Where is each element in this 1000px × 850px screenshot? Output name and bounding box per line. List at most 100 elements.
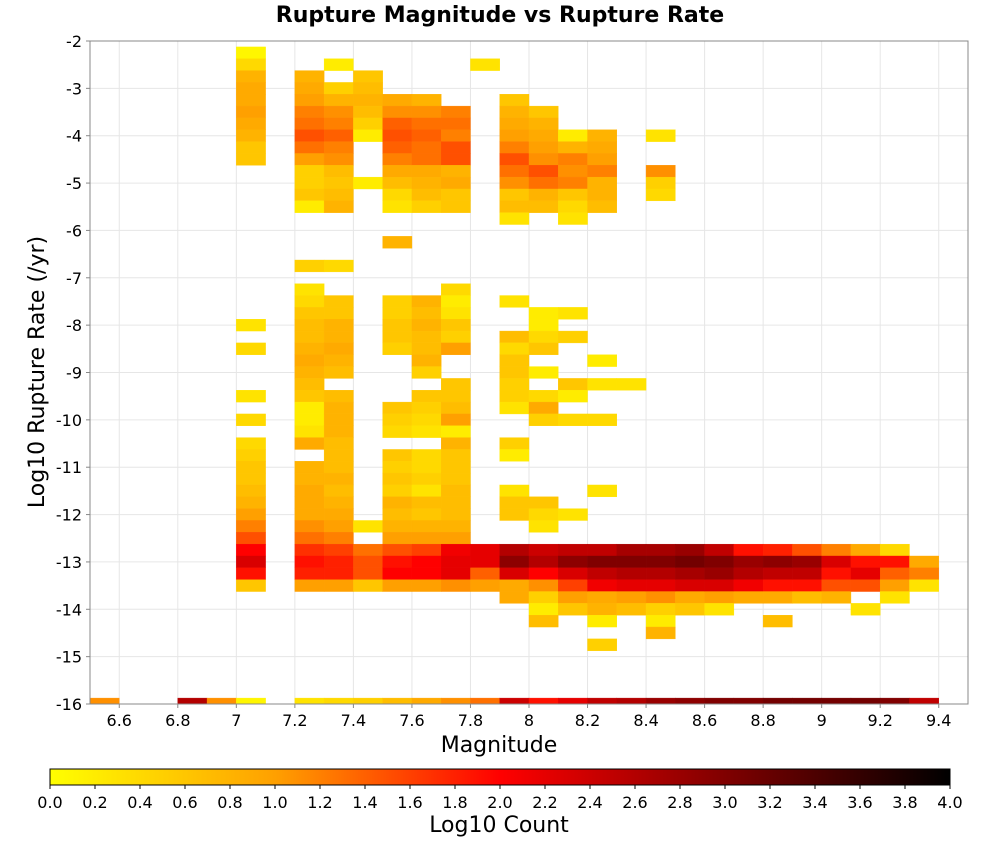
heatmap-cell (294, 129, 325, 142)
heatmap-cell (499, 94, 530, 107)
heatmap-cell (353, 129, 383, 142)
heatmap-cell (821, 543, 852, 557)
heatmap-cell (616, 697, 647, 705)
heatmap-cell (353, 579, 383, 592)
heatmap-cell (792, 555, 822, 569)
heatmap-cell (177, 697, 208, 705)
heatmap-cell (382, 508, 413, 521)
heatmap-cell (441, 461, 471, 474)
heatmap-cell (528, 567, 559, 580)
heatmap-cell (762, 567, 793, 580)
heatmap-cell (294, 259, 325, 273)
heatmap-cell (236, 342, 266, 355)
heatmap-cell (558, 165, 588, 178)
heatmap-cell (411, 401, 442, 415)
x-tick-label: 6.8 (165, 711, 190, 730)
heatmap-cell (294, 697, 325, 705)
x-tick-label: 7.6 (399, 711, 424, 730)
heatmap-cell (470, 555, 500, 569)
heatmap-cell (411, 472, 442, 486)
heatmap-cell (323, 319, 354, 332)
y-tick-label: -13 (56, 553, 82, 572)
heatmap-cell (528, 366, 559, 379)
heatmap-cell (441, 342, 471, 355)
heatmap-cell (353, 520, 383, 533)
heatmap-cell (616, 378, 647, 391)
heatmap-cell (733, 591, 764, 604)
heatmap-cell (411, 520, 442, 533)
heatmap-cell (441, 437, 471, 450)
heatmap-cell (441, 484, 471, 498)
heatmap-cell (236, 58, 266, 71)
heatmap-cell (294, 413, 325, 426)
heatmap-cell (558, 603, 588, 616)
heatmap-cell (323, 165, 354, 178)
heatmap-cell (236, 449, 266, 462)
heatmap-cell (323, 295, 354, 308)
heatmap-cell (323, 366, 354, 379)
heatmap-cell (441, 283, 471, 296)
heatmap-cell (675, 579, 705, 592)
heatmap-cell (382, 425, 413, 438)
heatmap-cell (850, 543, 881, 557)
heatmap-cell (323, 449, 354, 462)
heatmap-cell (645, 697, 676, 705)
heatmap-cell (411, 532, 442, 545)
heatmap-cell (645, 165, 676, 178)
heatmap-cell (441, 697, 471, 705)
heatmap-cell (236, 70, 266, 83)
heatmap-cell (441, 295, 471, 308)
heatmap-cell (294, 117, 325, 130)
heatmap-cell (558, 153, 588, 166)
heatmap-cell (499, 437, 530, 450)
x-tick-label: 7.8 (458, 711, 483, 730)
heatmap-cell (353, 70, 383, 83)
heatmap-cell (675, 591, 705, 604)
heatmap-cell (558, 413, 588, 426)
x-tick-label: 8.6 (692, 711, 717, 730)
heatmap-cell (528, 615, 559, 628)
colorbar-tick-label: 3.0 (712, 793, 737, 812)
colorbar-tick-label: 3.8 (892, 793, 917, 812)
x-tick-label: 9.2 (867, 711, 892, 730)
heatmap-cell (294, 188, 325, 202)
heatmap-cell (499, 378, 530, 391)
chart-title: Rupture Magnitude vs Rupture Rate (275, 3, 725, 28)
heatmap-cell (528, 496, 559, 509)
heatmap-cell (382, 342, 413, 355)
heatmap-cell (909, 567, 939, 580)
colorbar-tick-label: 3.6 (847, 793, 872, 812)
colorbar (49, 768, 951, 786)
heatmap-cell (382, 307, 413, 320)
heatmap-cell (441, 319, 471, 332)
heatmap-cell (733, 697, 764, 705)
heatmap-cell (587, 165, 618, 178)
heatmap-cell (499, 555, 530, 569)
heatmap-cell (441, 425, 471, 438)
heatmap-cell (762, 697, 793, 705)
heatmap-cell (704, 697, 735, 705)
heatmap-cell (411, 390, 442, 403)
heatmap-cell (499, 366, 530, 379)
colorbar-label: Log10 Count (429, 813, 569, 838)
heatmap-cell (558, 390, 588, 403)
heatmap-cell (236, 105, 266, 119)
x-tick-label: 9 (817, 711, 827, 730)
heatmap-cell (236, 413, 266, 426)
heatmap-cell (792, 591, 822, 604)
heatmap-cell (733, 555, 764, 569)
heatmap-cell (499, 153, 530, 166)
heatmap-cell (411, 354, 442, 367)
heatmap-cell (558, 579, 588, 592)
heatmap-cell (323, 425, 354, 438)
heatmap-cell (411, 117, 442, 130)
heatmap-cell (294, 283, 325, 296)
heatmap-cell (382, 295, 413, 308)
heatmap-cell (294, 105, 325, 119)
heatmap-cell (411, 543, 442, 557)
heatmap-cell (411, 697, 442, 705)
heatmap-cell (587, 579, 618, 592)
y-tick-label: -5 (66, 174, 82, 193)
heatmap-cell (323, 508, 354, 521)
heatmap-cell (499, 697, 530, 705)
